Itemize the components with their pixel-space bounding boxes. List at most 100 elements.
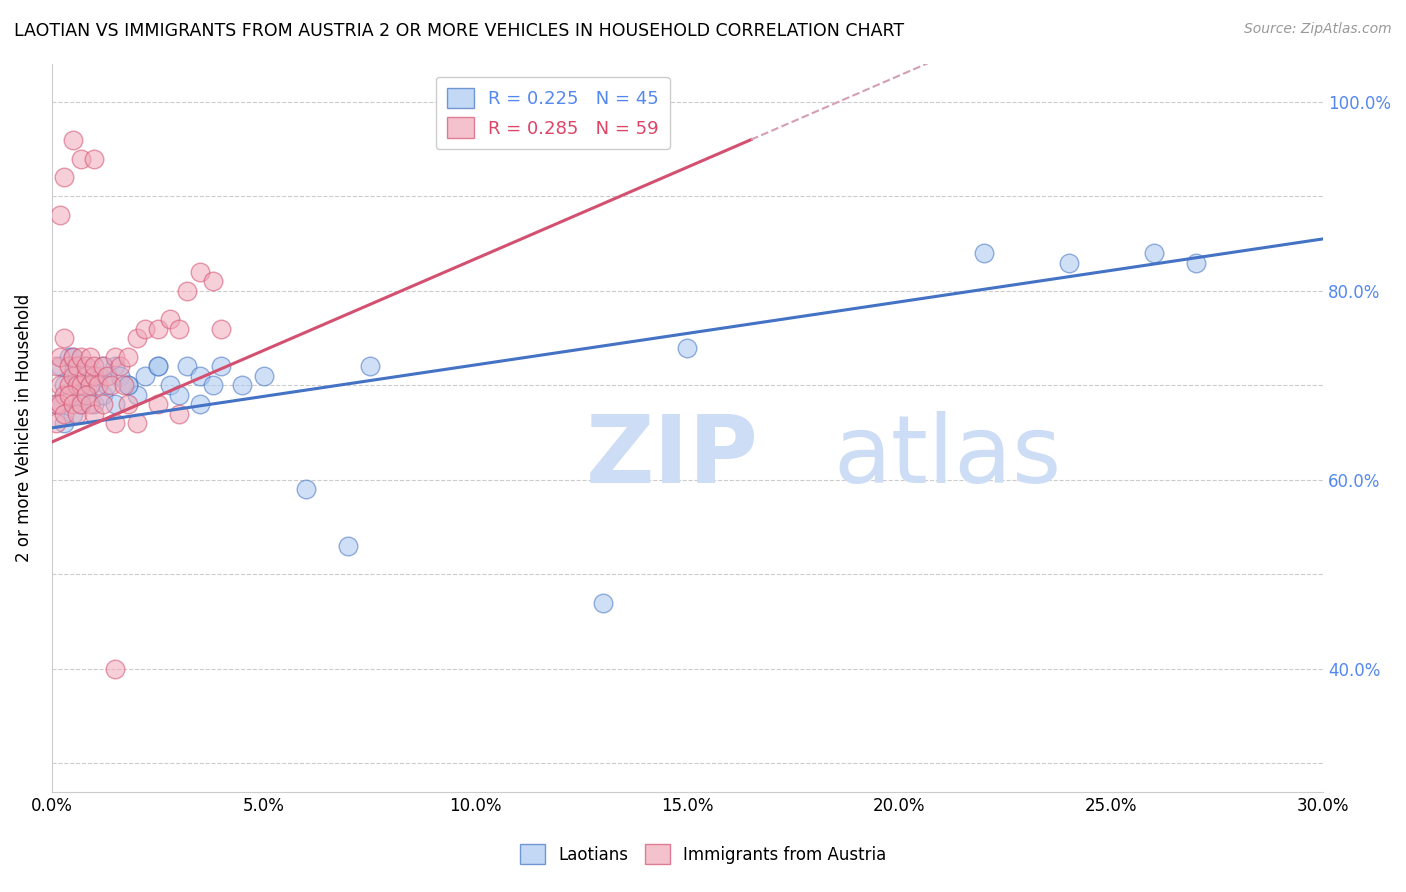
Point bbox=[159, 378, 181, 392]
Point bbox=[58, 388, 80, 402]
Point bbox=[49, 359, 72, 374]
Point bbox=[104, 359, 127, 374]
Point bbox=[96, 368, 118, 383]
Point bbox=[87, 378, 110, 392]
Text: Source: ZipAtlas.com: Source: ZipAtlas.com bbox=[1244, 22, 1392, 37]
Point bbox=[70, 388, 93, 402]
Point bbox=[117, 378, 139, 392]
Point bbox=[201, 378, 224, 392]
Point bbox=[592, 596, 614, 610]
Point bbox=[75, 388, 97, 402]
Point bbox=[62, 133, 84, 147]
Point bbox=[125, 416, 148, 430]
Point bbox=[209, 321, 232, 335]
Point bbox=[91, 359, 114, 374]
Point bbox=[83, 368, 105, 383]
Point bbox=[58, 359, 80, 374]
Point bbox=[45, 416, 67, 430]
Point bbox=[176, 359, 198, 374]
Point bbox=[125, 388, 148, 402]
Point bbox=[146, 359, 169, 374]
Point bbox=[66, 359, 89, 374]
Point bbox=[91, 359, 114, 374]
Point bbox=[79, 397, 101, 411]
Point bbox=[58, 350, 80, 364]
Point bbox=[96, 378, 118, 392]
Point bbox=[83, 152, 105, 166]
Point bbox=[159, 312, 181, 326]
Point bbox=[201, 274, 224, 288]
Point bbox=[70, 350, 93, 364]
Point bbox=[53, 378, 76, 392]
Y-axis label: 2 or more Vehicles in Household: 2 or more Vehicles in Household bbox=[15, 293, 32, 562]
Point bbox=[253, 368, 276, 383]
Point bbox=[83, 397, 105, 411]
Point bbox=[188, 265, 211, 279]
Point bbox=[45, 397, 67, 411]
Point bbox=[79, 378, 101, 392]
Point bbox=[209, 359, 232, 374]
Point bbox=[70, 152, 93, 166]
Point bbox=[79, 350, 101, 364]
Point bbox=[70, 397, 93, 411]
Point bbox=[973, 246, 995, 260]
Point bbox=[108, 368, 131, 383]
Text: atlas: atlas bbox=[834, 411, 1062, 503]
Point bbox=[104, 350, 127, 364]
Point bbox=[62, 350, 84, 364]
Point bbox=[45, 359, 67, 374]
Point bbox=[79, 378, 101, 392]
Point bbox=[104, 416, 127, 430]
Point bbox=[83, 359, 105, 374]
Point bbox=[167, 407, 190, 421]
Point bbox=[58, 378, 80, 392]
Point bbox=[66, 378, 89, 392]
Point bbox=[87, 368, 110, 383]
Point bbox=[91, 388, 114, 402]
Point bbox=[104, 662, 127, 676]
Point bbox=[49, 350, 72, 364]
Point bbox=[75, 368, 97, 383]
Point bbox=[146, 321, 169, 335]
Legend: Laotians, Immigrants from Austria: Laotians, Immigrants from Austria bbox=[513, 838, 893, 871]
Point bbox=[167, 388, 190, 402]
Point bbox=[125, 331, 148, 345]
Point bbox=[53, 388, 76, 402]
Point bbox=[66, 407, 89, 421]
Point bbox=[295, 483, 318, 497]
Text: ZIP: ZIP bbox=[586, 411, 759, 503]
Point bbox=[66, 368, 89, 383]
Point bbox=[188, 368, 211, 383]
Point bbox=[104, 397, 127, 411]
Point bbox=[53, 407, 76, 421]
Point bbox=[117, 378, 139, 392]
Point bbox=[108, 359, 131, 374]
Point bbox=[134, 321, 156, 335]
Point bbox=[62, 350, 84, 364]
Point bbox=[676, 341, 699, 355]
Point bbox=[53, 331, 76, 345]
Point bbox=[117, 397, 139, 411]
Legend: R = 0.225   N = 45, R = 0.285   N = 59: R = 0.225 N = 45, R = 0.285 N = 59 bbox=[436, 77, 669, 149]
Point bbox=[70, 378, 93, 392]
Point bbox=[62, 407, 84, 421]
Point bbox=[167, 321, 190, 335]
Point bbox=[70, 397, 93, 411]
Point bbox=[112, 378, 135, 392]
Point bbox=[49, 378, 72, 392]
Point bbox=[117, 350, 139, 364]
Point bbox=[91, 397, 114, 411]
Point bbox=[53, 170, 76, 185]
Text: LAOTIAN VS IMMIGRANTS FROM AUSTRIA 2 OR MORE VEHICLES IN HOUSEHOLD CORRELATION C: LAOTIAN VS IMMIGRANTS FROM AUSTRIA 2 OR … bbox=[14, 22, 904, 40]
Point bbox=[45, 397, 67, 411]
Point bbox=[134, 368, 156, 383]
Point bbox=[62, 397, 84, 411]
Point bbox=[83, 407, 105, 421]
Point bbox=[79, 378, 101, 392]
Point bbox=[176, 284, 198, 298]
Point bbox=[337, 539, 360, 553]
Point bbox=[188, 397, 211, 411]
Point bbox=[49, 208, 72, 222]
Point bbox=[1057, 255, 1080, 269]
Point bbox=[75, 359, 97, 374]
